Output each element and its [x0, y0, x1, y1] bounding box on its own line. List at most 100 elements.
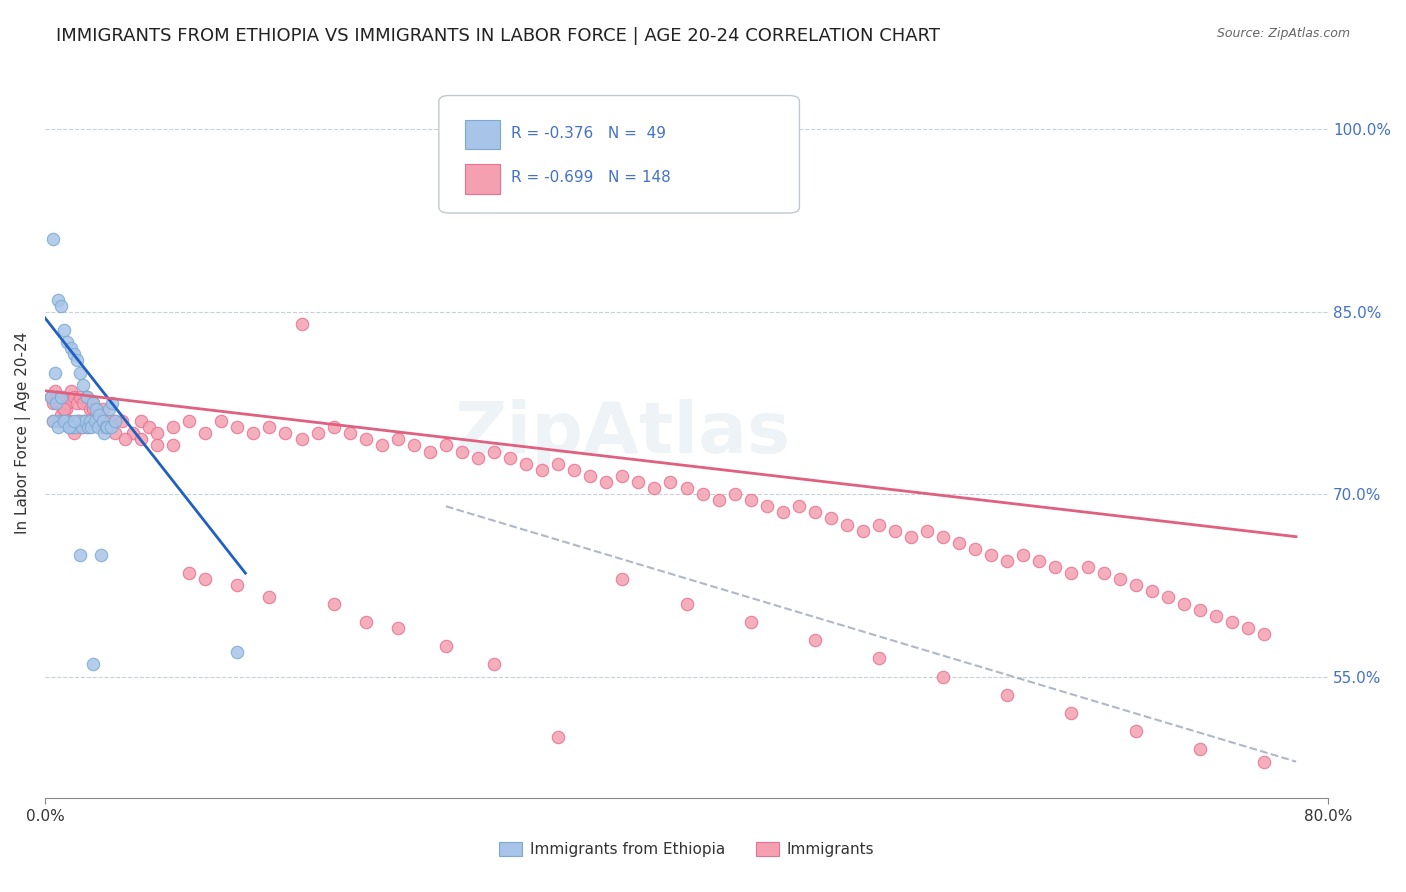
Point — [62, 414, 84, 428]
Point — [59, 420, 82, 434]
Point — [91, 420, 114, 434]
Point — [1092, 566, 1115, 581]
Point — [104, 414, 127, 428]
Point — [104, 414, 127, 428]
Point — [82, 396, 104, 410]
Point — [84, 402, 107, 417]
Point — [692, 487, 714, 501]
Point — [339, 426, 361, 441]
Point — [562, 463, 585, 477]
Point — [77, 420, 100, 434]
Point — [1205, 608, 1227, 623]
Point — [44, 366, 66, 380]
Point — [53, 402, 76, 417]
Point — [1140, 584, 1163, 599]
Point — [915, 524, 938, 538]
Point — [387, 433, 409, 447]
Point — [1188, 602, 1211, 616]
Point — [547, 731, 569, 745]
Point — [51, 402, 73, 417]
Point — [209, 414, 232, 428]
Point — [91, 414, 114, 428]
Point — [138, 420, 160, 434]
Point — [42, 232, 65, 246]
Point — [1220, 615, 1243, 629]
Point — [482, 444, 505, 458]
Point — [79, 414, 101, 428]
Point — [259, 591, 281, 605]
Point — [531, 463, 554, 477]
Point — [76, 390, 98, 404]
Point — [46, 390, 69, 404]
Point — [804, 633, 827, 648]
Point — [46, 390, 69, 404]
Point — [45, 390, 67, 404]
Point — [39, 390, 62, 404]
Point — [58, 420, 80, 434]
Point — [114, 433, 136, 447]
Point — [146, 438, 169, 452]
Point — [67, 414, 90, 428]
Point — [66, 396, 89, 410]
Point — [675, 481, 697, 495]
Point — [89, 408, 111, 422]
Point — [499, 450, 522, 465]
Point — [1012, 548, 1035, 562]
Point — [58, 414, 80, 428]
Point — [66, 353, 89, 368]
Point — [62, 347, 84, 361]
Point — [1125, 578, 1147, 592]
Point — [46, 420, 69, 434]
Point — [65, 420, 87, 434]
Point — [83, 414, 105, 428]
Point — [179, 414, 201, 428]
Point — [675, 597, 697, 611]
Point — [55, 402, 77, 417]
Point — [1060, 706, 1083, 720]
Point — [76, 420, 98, 434]
Point — [98, 402, 121, 417]
Point — [932, 669, 955, 683]
Point — [111, 414, 134, 428]
Bar — [464, 164, 501, 194]
Point — [70, 420, 93, 434]
Point — [820, 511, 842, 525]
Point — [290, 317, 312, 331]
Point — [73, 414, 96, 428]
Point — [1173, 597, 1195, 611]
Point — [84, 408, 107, 422]
Point — [48, 396, 70, 410]
Point — [76, 390, 98, 404]
Point — [82, 396, 104, 410]
Point — [707, 493, 730, 508]
Point — [194, 572, 217, 586]
Point — [995, 554, 1018, 568]
Point — [48, 414, 70, 428]
Point — [242, 426, 264, 441]
Point — [226, 578, 249, 592]
Point — [179, 566, 201, 581]
Point — [42, 396, 65, 410]
Point — [1253, 627, 1275, 641]
Point — [44, 384, 66, 398]
Point — [740, 615, 762, 629]
Point — [772, 505, 794, 519]
Point — [419, 444, 441, 458]
Point — [53, 323, 76, 337]
Point — [60, 420, 83, 434]
Text: R = -0.376   N =  49: R = -0.376 N = 49 — [510, 126, 665, 141]
Point — [49, 390, 72, 404]
Point — [65, 420, 87, 434]
Point — [122, 426, 145, 441]
Point — [162, 420, 184, 434]
Point — [101, 396, 124, 410]
FancyBboxPatch shape — [439, 95, 800, 213]
Point — [69, 366, 91, 380]
Point — [643, 481, 665, 495]
Point — [852, 524, 875, 538]
Point — [980, 548, 1002, 562]
Point — [627, 475, 650, 489]
Point — [434, 438, 457, 452]
Point — [482, 657, 505, 672]
Text: Source: ZipAtlas.com: Source: ZipAtlas.com — [1216, 27, 1350, 40]
